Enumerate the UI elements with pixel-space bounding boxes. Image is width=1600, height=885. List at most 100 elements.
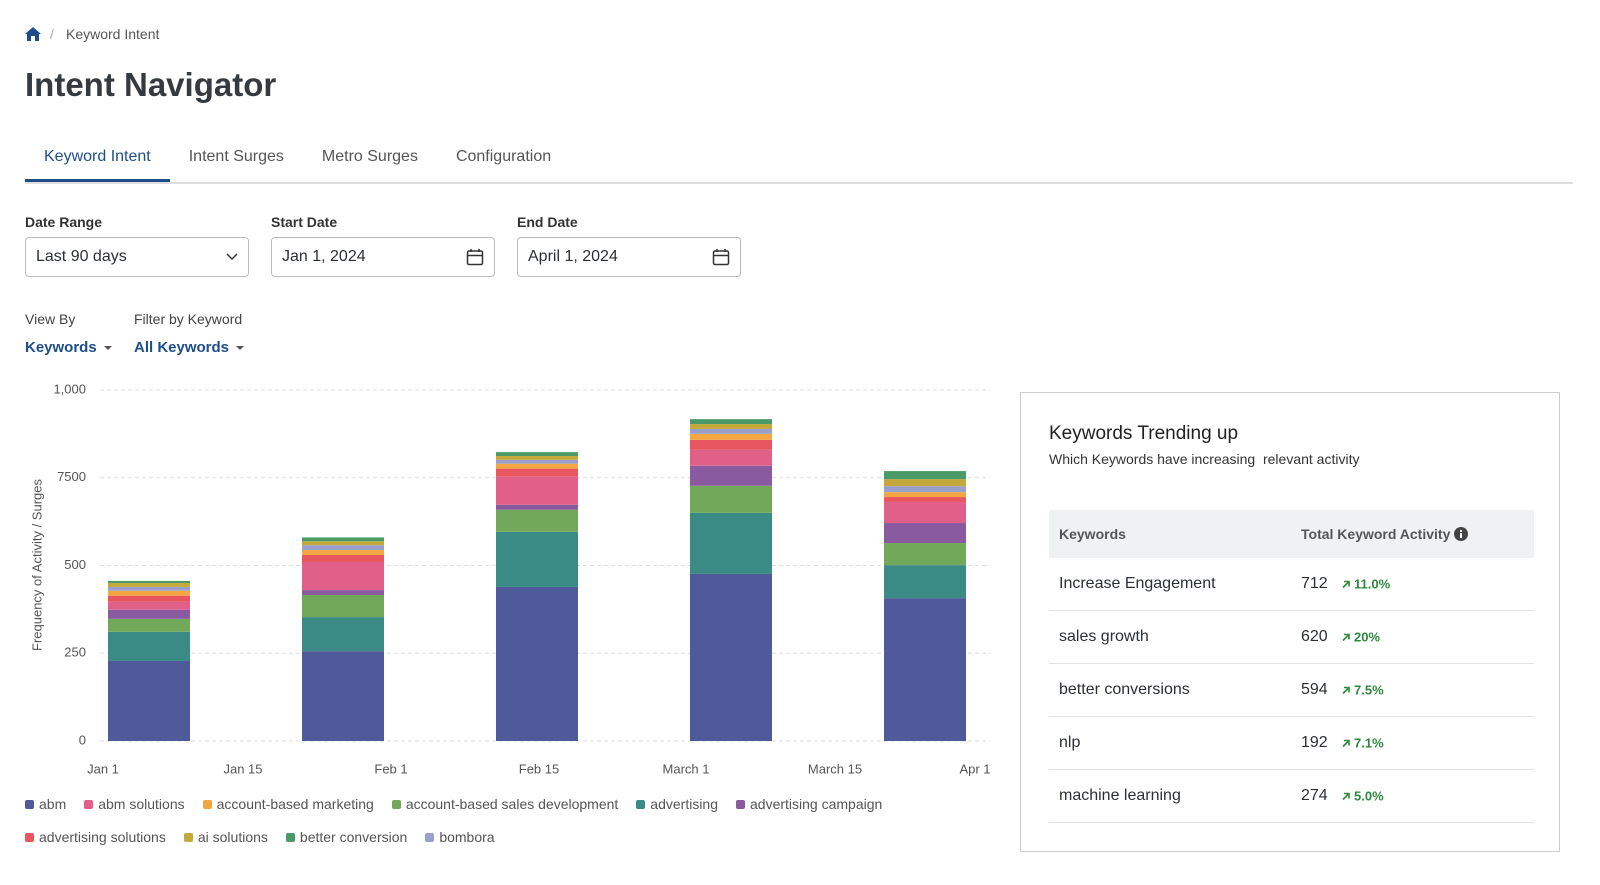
legend-item: bombora — [425, 829, 495, 845]
trend-arrow — [1342, 792, 1350, 800]
chart: Frequency of Activity / Surges 0 250 500 75… — [29, 381, 990, 776]
bar-segment — [496, 509, 578, 532]
arrow-path — [1342, 739, 1350, 747]
legend-label: abm solutions — [98, 796, 185, 812]
keyword: nlp — [1059, 734, 1081, 751]
arrow-path — [1342, 792, 1350, 800]
bar-segment — [302, 541, 384, 546]
legend-item: account-based marketing — [202, 796, 374, 812]
table-header: Keywords Total Keyword Activity — [1049, 510, 1534, 558]
table-row: Increase Engagement 712 11.0% — [1049, 558, 1534, 611]
bar-segment — [884, 501, 966, 524]
bar-segment — [302, 537, 384, 542]
trend-arrow — [1342, 686, 1350, 694]
legend-item: advertising — [636, 796, 718, 812]
change: 7.1% — [1341, 736, 1384, 751]
caret — [236, 345, 245, 350]
date-input[interactable]: April 1, 2024 — [517, 237, 741, 277]
legend-label: better conversion — [299, 829, 408, 845]
legend-item: advertising solutions — [25, 829, 166, 845]
activity: 712 — [1301, 575, 1328, 592]
label: End Date — [517, 214, 578, 230]
x-tick-label: Apr 1 — [959, 761, 990, 776]
trend-arrow — [1342, 739, 1350, 747]
legend-swatch — [84, 799, 94, 809]
change-value: 20% — [1354, 629, 1381, 645]
bar-segment — [108, 601, 190, 610]
y-tick-label: 7500 — [57, 469, 86, 484]
bar-segment — [496, 468, 578, 477]
bar-segment — [108, 618, 190, 632]
bar-segment — [108, 583, 190, 587]
legend-label: account-based marketing — [216, 796, 374, 812]
legend-item: advertising campaign — [736, 796, 882, 812]
tab[interactable]: Keyword Intent — [25, 140, 170, 182]
bar-segment — [690, 573, 772, 741]
activity: 192 — [1301, 734, 1328, 751]
bar-segment — [690, 428, 772, 434]
x-tick-label: March 15 — [808, 761, 862, 776]
legend-swatch — [183, 832, 193, 842]
bar-segment — [496, 455, 578, 460]
date-input[interactable]: Jan 1, 2024 — [271, 237, 495, 277]
change: 20% — [1341, 630, 1380, 645]
y-axis-title: Frequency of Activity / Surges — [29, 479, 44, 651]
bar-segment — [884, 479, 966, 487]
card-subtitle: Which Keywords have increasing relevant … — [1049, 451, 1360, 467]
select[interactable]: Last 90 days — [25, 237, 249, 277]
bar-segment — [690, 485, 772, 513]
x-tick-label: Feb 1 — [374, 761, 407, 776]
bar-segment — [496, 476, 578, 505]
info-icon[interactable] — [1454, 527, 1468, 541]
change: 7.5% — [1341, 683, 1384, 698]
bar-segment — [496, 463, 578, 469]
legend-item: better conversion — [285, 829, 408, 845]
change: 5.0% — [1341, 789, 1384, 804]
legend-label: abm — [39, 796, 67, 812]
x-tick-label: March 1 — [663, 761, 710, 776]
x-tick-label: Jan 15 — [223, 761, 262, 776]
label: Filter by Keyword — [134, 311, 243, 327]
table-row: better conversions 594 7.5% — [1049, 664, 1534, 717]
keyword: sales growth — [1059, 628, 1149, 645]
bar-segment — [884, 565, 966, 599]
dropdown[interactable]: Keywords — [25, 339, 113, 356]
dropdown[interactable]: All Keywords — [134, 339, 245, 356]
y-tick-label: 1,000 — [53, 381, 86, 396]
activity: 620 — [1301, 628, 1328, 645]
label: Date Range — [25, 214, 103, 230]
label: Start Date — [271, 214, 338, 230]
bar-segment — [108, 631, 190, 661]
bar-segment — [302, 545, 384, 551]
bar-segment — [108, 580, 190, 584]
home-icon[interactable] — [24, 26, 42, 42]
arrow-path — [1342, 633, 1350, 641]
keyword: machine learning — [1059, 787, 1181, 804]
legend-label: advertising campaign — [750, 796, 883, 812]
bar-segment — [690, 419, 772, 425]
legend-swatch — [285, 832, 295, 842]
bar-segment — [108, 595, 190, 602]
legend-item: abm — [25, 796, 66, 812]
x-tick-label: Feb 15 — [519, 761, 559, 776]
bar-segment — [690, 433, 772, 440]
legend-swatch — [425, 832, 435, 842]
bar-segment — [108, 590, 190, 596]
tab[interactable]: Metro Surges — [321, 148, 418, 165]
separator: / — [50, 26, 54, 42]
tab[interactable]: Configuration — [455, 148, 552, 165]
legend-label: ai solutions — [197, 829, 268, 845]
change: 11.0% — [1341, 577, 1390, 592]
trend-arrow — [1342, 580, 1350, 588]
legend: abm abm solutions account-based marketing a… — [25, 796, 985, 845]
bar-segment — [884, 471, 966, 480]
activity: 594 — [1301, 681, 1328, 698]
tab[interactable]: Intent Surges — [188, 148, 284, 165]
bar-segment — [108, 586, 190, 591]
bar-segment — [302, 594, 384, 618]
bar-segment — [690, 449, 772, 466]
label: View By — [25, 311, 76, 327]
column-header: Total Keyword Activity — [1301, 526, 1451, 542]
breadcrumb[interactable]: Keyword Intent — [66, 26, 160, 42]
bar-segment — [302, 561, 384, 591]
